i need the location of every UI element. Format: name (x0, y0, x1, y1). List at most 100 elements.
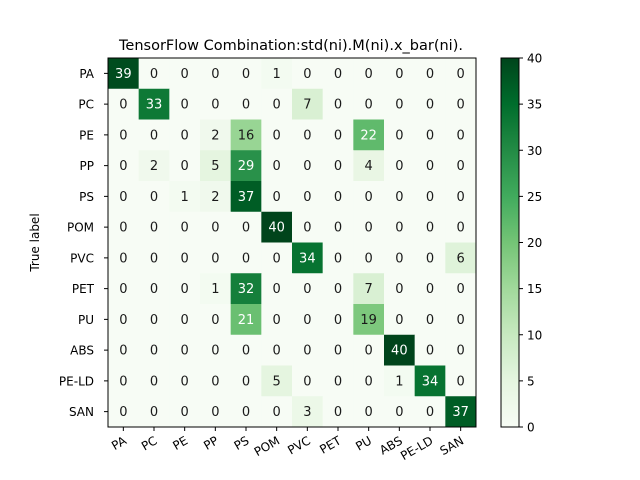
cell-value-label: 0 (395, 98, 403, 113)
heatmap-cell (200, 304, 232, 336)
cell-value-label: 0 (303, 221, 311, 236)
heatmap-cell (169, 334, 201, 366)
x-tick-label: PE-LD (398, 433, 435, 463)
cell-value-label: 0 (334, 221, 342, 236)
heatmap-cell (414, 365, 446, 397)
heatmap-cell (353, 58, 385, 90)
cell-value-label: 0 (150, 374, 158, 389)
heatmap-cell (384, 150, 416, 182)
heatmap-cell (230, 365, 262, 397)
cell-value-label: 0 (211, 344, 219, 359)
heatmap-cell (384, 365, 416, 397)
heatmap-cell (108, 150, 140, 182)
heatmap-cell (200, 365, 232, 397)
cell-value-label: 0 (211, 313, 219, 328)
colorbar-tick-label: 5 (527, 374, 535, 388)
heatmap-cell (200, 181, 232, 213)
cell-value-label: 1 (181, 190, 189, 205)
y-tick-label: PS (79, 190, 94, 204)
cell-value-label: 0 (334, 98, 342, 113)
x-tick-label: PE (170, 433, 190, 453)
heatmap-cell (108, 88, 140, 120)
cell-value-label: 34 (422, 374, 439, 389)
cell-value-label: 0 (273, 98, 281, 113)
cell-value-label: 0 (273, 128, 281, 143)
cell-value-label: 0 (395, 405, 403, 420)
cell-value-label: 0 (273, 344, 281, 359)
heatmap-cell (322, 119, 354, 151)
cell-value-label: 0 (119, 190, 127, 205)
heatmap-cell (261, 365, 293, 397)
cell-value-label: 16 (238, 128, 255, 143)
heatmap-cell (169, 119, 201, 151)
x-tick-label: PA (109, 433, 129, 453)
heatmap-cell (445, 88, 477, 120)
heatmap-cell (200, 119, 232, 151)
heatmap-cell (200, 150, 232, 182)
heatmap-cell (353, 334, 385, 366)
heatmap-cell (445, 304, 477, 336)
cell-value-label: 0 (119, 313, 127, 328)
colorbar-tick-label: 20 (527, 236, 542, 250)
heatmap-cell (292, 58, 324, 90)
cell-value-label: 0 (273, 405, 281, 420)
cell-value-label: 0 (211, 251, 219, 266)
cell-value-label: 4 (365, 159, 373, 174)
y-axis-label: True label (28, 213, 42, 272)
heatmap-cell (138, 242, 170, 274)
heatmap-cell (169, 58, 201, 90)
heatmap-cell (261, 273, 293, 305)
heatmap-cell (108, 273, 140, 305)
heatmap-cell (414, 88, 446, 120)
heatmap-cell (353, 304, 385, 336)
heatmap-cell (138, 396, 170, 428)
cell-value-label: 21 (238, 313, 255, 328)
heatmap-cell (322, 304, 354, 336)
cell-value-label: 0 (150, 221, 158, 236)
heatmap-cell (261, 304, 293, 336)
cell-value-label: 0 (395, 190, 403, 205)
cell-value-label: 0 (181, 67, 189, 82)
heatmap-cell (108, 396, 140, 428)
x-tick-label: SAN (437, 433, 466, 458)
cell-value-label: 0 (395, 67, 403, 82)
heatmap-cell (384, 273, 416, 305)
heatmap-cell (322, 88, 354, 120)
heatmap-cell (353, 273, 385, 305)
cell-value-label: 0 (303, 313, 311, 328)
cell-value-label: 19 (360, 313, 377, 328)
y-tick-label: PET (72, 282, 95, 296)
heatmap-cell (138, 334, 170, 366)
heatmap-cell (292, 88, 324, 120)
y-tick-label: PE (79, 128, 94, 142)
heatmap-cell (384, 211, 416, 243)
cell-value-label: 0 (242, 374, 250, 389)
heatmap-cell (322, 334, 354, 366)
heatmap-cell (108, 365, 140, 397)
heatmap-cell (414, 273, 446, 305)
cell-value-label: 0 (211, 98, 219, 113)
heatmap-cell (414, 150, 446, 182)
cell-value-label: 0 (303, 282, 311, 297)
heatmap-cell (445, 396, 477, 428)
heatmap-cell (138, 211, 170, 243)
cell-value-label: 0 (334, 344, 342, 359)
heatmap-cell (108, 119, 140, 151)
cell-value-label: 0 (242, 251, 250, 266)
cell-value-label: 0 (426, 98, 434, 113)
cell-value-label: 0 (181, 282, 189, 297)
cell-value-label: 0 (181, 221, 189, 236)
cell-value-label: 0 (181, 251, 189, 266)
cell-value-label: 0 (365, 251, 373, 266)
cell-value-label: 0 (426, 190, 434, 205)
cell-value-label: 0 (457, 221, 465, 236)
heatmap-cell (322, 242, 354, 274)
cell-value-label: 1 (395, 374, 403, 389)
cell-value-label: 0 (242, 67, 250, 82)
cell-value-label: 0 (119, 405, 127, 420)
heatmap-cell (138, 181, 170, 213)
heatmap-cell (414, 58, 446, 90)
cell-value-label: 0 (426, 344, 434, 359)
cell-value-label: 3 (303, 405, 311, 420)
